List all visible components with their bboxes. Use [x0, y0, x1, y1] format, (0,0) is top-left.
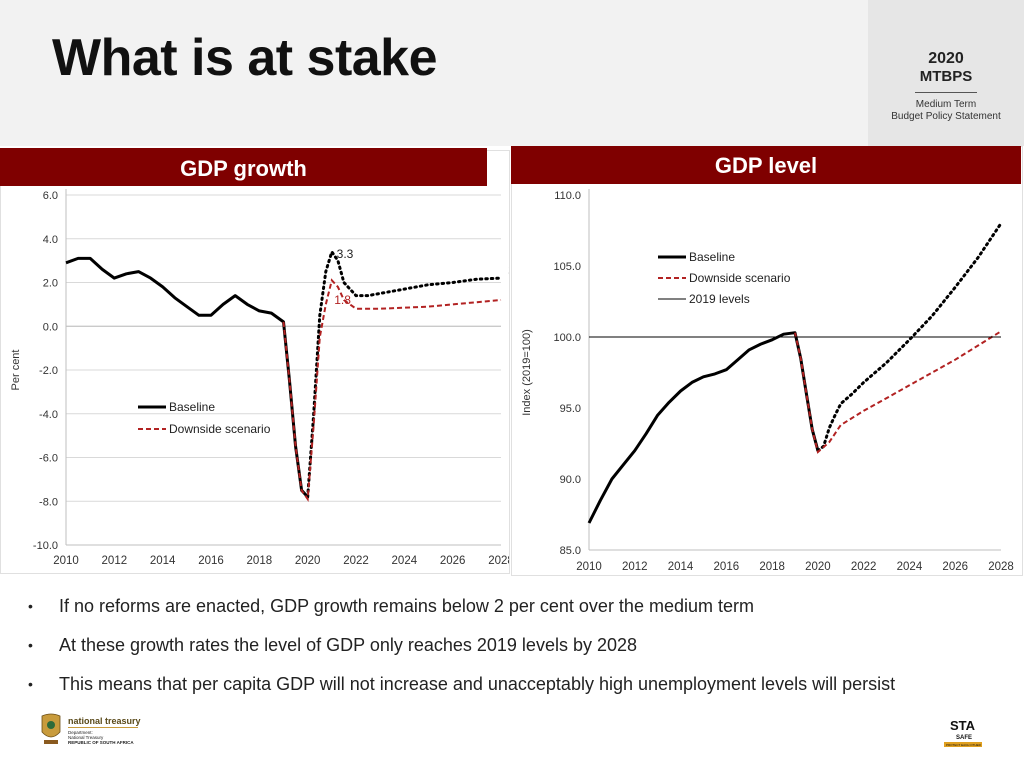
brand-acronym: MTBPS	[919, 68, 973, 85]
x-tick-label: 2020	[805, 561, 831, 573]
y-tick-label: -10.0	[33, 540, 58, 552]
gdp-growth-banner: GDP growth	[0, 148, 487, 186]
y-tick-label: -8.0	[39, 496, 58, 508]
legend-label: Downside scenario	[169, 422, 271, 436]
bullet-dot: •	[28, 676, 33, 692]
x-tick-label: 2010	[576, 561, 602, 573]
y-axis-label: Index (2019=100)	[521, 329, 533, 416]
bullet-item: • If no reforms are enacted, GDP growth …	[28, 596, 1024, 635]
brand-line1: Medium Term	[915, 99, 977, 110]
y-tick-label: 100.0	[553, 332, 581, 344]
gdp-growth-chart: 6.0 4.0 2.0 0.0 -2.0 -4.0 -6.0 -8.0 -10.0 2010 201…	[10, 189, 525, 567]
x-tick-label: 2022	[851, 561, 877, 573]
y-tick-label: 2.0	[43, 278, 58, 290]
x-tick-label: 2012	[102, 555, 128, 567]
y-axis-label: Per cent	[10, 350, 22, 391]
bullet-item: • At these growth rates the level of GDP…	[28, 635, 1024, 674]
bullet-item: • This means that per capita GDP will no…	[28, 674, 1024, 713]
legend-label: Baseline	[689, 250, 735, 264]
y-tick-label: -2.0	[39, 365, 58, 377]
x-tick-label: 2010	[53, 555, 79, 567]
legend-label: Downside scenario	[689, 271, 791, 285]
y-tick-label: 95.0	[560, 403, 581, 415]
y-tick-label: 6.0	[43, 190, 58, 202]
x-tick-label: 2018	[759, 561, 785, 573]
bullet-list: • If no reforms are enacted, GDP growth …	[28, 596, 1024, 713]
legend-label: Baseline	[169, 400, 215, 414]
mtbps-brand: 2020 MTBPS Medium Term Budget Policy Sta…	[868, 0, 1024, 146]
badge-bot: PROTECT EACH OTHER	[946, 743, 982, 747]
gdp-level-banner: GDP level	[511, 146, 1021, 184]
baseline-series-solid	[587, 331, 820, 524]
data-label: 2.2	[508, 262, 509, 276]
x-tick-label: 2018	[247, 555, 273, 567]
data-label: 1.2	[508, 286, 509, 300]
data-label: 1.8	[334, 293, 351, 307]
logo-line2: National Treasury	[68, 735, 104, 740]
y-tick-label: -4.0	[39, 409, 58, 421]
bullet-text: This means that per capita GDP will not …	[59, 674, 896, 694]
brand-line2: Budget Policy Statement	[891, 111, 1001, 122]
y-tick-label: 105.0	[553, 261, 581, 273]
bullet-text: If no reforms are enacted, GDP growth re…	[59, 596, 754, 616]
x-tick-label: 2022	[343, 555, 369, 567]
x-tick-label: 2020	[295, 555, 321, 567]
gdp-level-chart: 110.0 105.0 100.0 95.0 90.0 85.0 2010 2012 2014 2…	[521, 189, 1014, 573]
x-tick-label: 2026	[942, 561, 968, 573]
brand-year: 2020	[928, 50, 964, 67]
data-label: 3.3	[337, 247, 354, 261]
y-tick-label: 90.0	[560, 474, 581, 486]
y-tick-label: 4.0	[43, 234, 58, 246]
downside-series	[794, 330, 1002, 454]
national-treasury-logo: national treasury Department: National T…	[41, 713, 141, 745]
badge-top: STA	[950, 718, 976, 733]
slide-header: What is at stake	[0, 0, 868, 146]
x-tick-label: 2014	[150, 555, 176, 567]
y-tick-label: 85.0	[560, 545, 581, 557]
gdp-growth-panel: 6.0 4.0 2.0 0.0 -2.0 -4.0 -6.0 -8.0 -10.0 2010 201…	[0, 150, 525, 574]
bullet-dot: •	[28, 637, 33, 653]
x-tick-label: 2016	[714, 561, 740, 573]
x-tick-label: 2024	[897, 561, 923, 573]
downside-series	[282, 278, 502, 502]
slide-title: What is at stake	[52, 29, 438, 87]
bullet-text: At these growth rates the level of GDP o…	[59, 635, 638, 655]
bullet-dot: •	[28, 598, 33, 614]
badge-mid: SAFE	[956, 735, 972, 741]
x-tick-label: 2016	[198, 555, 224, 567]
baseline-series-solid	[65, 256, 309, 498]
logo-line1: Department:	[68, 730, 93, 735]
brand-rule	[915, 92, 977, 93]
logo-name: national treasury	[68, 716, 141, 726]
y-tick-label: 110.0	[554, 190, 581, 202]
gdp-level-panel: 110.0 105.0 100.0 95.0 90.0 85.0 2010 2012 2014 2…	[511, 146, 1023, 576]
x-tick-label: 2028	[488, 555, 509, 567]
x-tick-label: 2026	[440, 555, 466, 567]
coat-of-arms-icon	[41, 713, 61, 744]
baseline-series-dotted	[816, 221, 1003, 453]
x-tick-label: 2028	[988, 561, 1014, 573]
y-tick-label: -6.0	[39, 453, 58, 465]
legend-label: 2019 levels	[689, 292, 750, 306]
baseline-series-dotted	[306, 248, 503, 499]
logo-line3: REPUBLIC OF SOUTH AFRICA	[68, 740, 134, 745]
x-tick-label: 2012	[622, 561, 648, 573]
x-tick-label: 2014	[668, 561, 694, 573]
stay-safe-badge: STA SAFE PROTECT EACH OTHER	[944, 718, 982, 747]
y-tick-label: 0.0	[43, 321, 58, 333]
x-tick-label: 2024	[392, 555, 418, 567]
